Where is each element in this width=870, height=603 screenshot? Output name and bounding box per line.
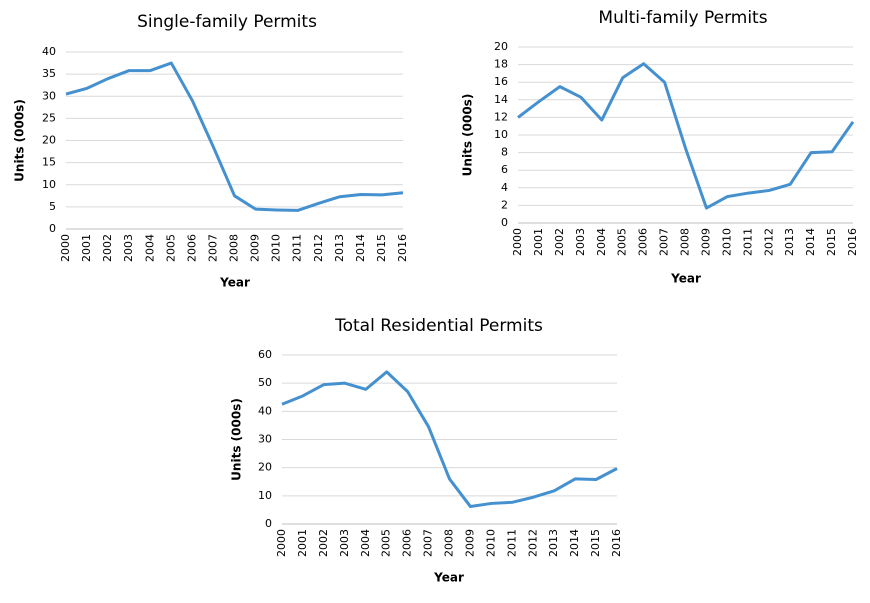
x-tick-label: 2012 <box>312 234 325 262</box>
x-tick-label: 2000 <box>59 234 72 262</box>
y-tick-label: 10 <box>42 178 56 191</box>
x-tick-label: 2011 <box>741 228 754 256</box>
x-tick-label: 2009 <box>463 529 476 557</box>
x-tick-label: 2002 <box>553 228 566 256</box>
y-tick-label: 15 <box>42 156 56 169</box>
x-tick-label: 2008 <box>679 228 692 256</box>
x-tick-label: 2013 <box>333 234 346 262</box>
y-tick-label: 30 <box>258 433 272 446</box>
chart-title: Single-family Permits <box>137 12 317 32</box>
x-tick-label: 2004 <box>143 234 156 262</box>
y-tick-label: 20 <box>258 461 272 474</box>
y-tick-label: 40 <box>258 404 272 417</box>
x-tick-label: 2014 <box>354 234 367 262</box>
y-tick-label: 30 <box>42 89 56 102</box>
x-axis-label: Year <box>670 272 701 286</box>
y-tick-label: 50 <box>258 376 272 389</box>
x-tick-label: 2010 <box>720 228 733 256</box>
x-tick-label: 2000 <box>275 529 288 557</box>
y-axis-label: Units (000s) <box>230 398 244 481</box>
x-tick-label: 2016 <box>396 234 409 262</box>
x-tick-label: 2007 <box>206 234 219 262</box>
x-tick-label: 2015 <box>589 529 602 557</box>
x-tick-label: 2014 <box>804 228 817 256</box>
x-tick-label: 2005 <box>380 529 393 557</box>
x-axis-label: Year <box>219 276 250 290</box>
y-tick-label: 10 <box>258 489 272 502</box>
x-tick-label: 2009 <box>249 234 262 262</box>
chart-title: Total Residential Permits <box>334 316 543 336</box>
y-tick-label: 5 <box>49 200 56 213</box>
x-tick-label: 2010 <box>270 234 283 262</box>
x-tick-label: 2006 <box>401 529 414 557</box>
x-tick-label: 2010 <box>484 529 497 557</box>
x-tick-label: 2006 <box>185 234 198 262</box>
chart: Multi-family Permits 0 2 4 6 8 10 12 14 16 18 20 200… <box>461 8 860 286</box>
y-tick-label: 18 <box>494 58 508 71</box>
x-tick-label: 2002 <box>101 234 114 262</box>
y-tick-label: 4 <box>501 181 508 194</box>
data-line <box>517 62 855 210</box>
x-tick-label: 2015 <box>825 228 838 256</box>
x-tick-label: 2011 <box>291 234 304 262</box>
y-tick-label: 20 <box>42 134 56 147</box>
x-tick-label: 2004 <box>595 228 608 256</box>
x-tick-label: 2012 <box>526 529 539 557</box>
x-tick-label: 2006 <box>637 228 650 256</box>
y-tick-label: 0 <box>265 517 272 530</box>
x-tick-label: 2001 <box>296 529 309 557</box>
chart: Single-family Permits 0 5 10 15 20 25 30 35 40 200… <box>13 12 410 290</box>
chart-title: Multi-family Permits <box>598 8 767 28</box>
y-tick-label: 12 <box>494 110 508 123</box>
x-tick-label: 2000 <box>511 228 524 256</box>
x-tick-label: 2004 <box>359 529 372 557</box>
data-line <box>281 370 618 509</box>
x-tick-label: 2008 <box>443 529 456 557</box>
y-axis-label: Units (000s) <box>13 99 27 182</box>
chart: Total Residential Permits 0 10 20 30 40 50 60 20… <box>230 316 624 585</box>
x-tick-label: 2003 <box>122 234 135 262</box>
x-tick-label: 2007 <box>422 529 435 557</box>
x-tick-label: 2003 <box>574 228 587 256</box>
y-tick-label: 6 <box>501 163 508 176</box>
x-tick-label: 2002 <box>317 529 330 557</box>
x-tick-label: 2001 <box>532 228 545 256</box>
x-tick-label: 2007 <box>658 228 671 256</box>
x-tick-label: 2009 <box>699 228 712 256</box>
x-tick-label: 2015 <box>375 234 388 262</box>
x-tick-label: 2013 <box>783 228 796 256</box>
y-tick-label: 14 <box>494 93 508 106</box>
y-tick-label: 2 <box>501 198 508 211</box>
x-tick-label: 2001 <box>80 234 93 262</box>
y-tick-label: 25 <box>42 111 56 124</box>
x-tick-label: 2003 <box>338 529 351 557</box>
y-tick-label: 20 <box>494 40 508 53</box>
x-tick-label: 2011 <box>505 529 518 557</box>
x-tick-label: 2012 <box>762 228 775 256</box>
y-tick-label: 10 <box>494 128 508 141</box>
x-tick-label: 2014 <box>568 529 581 557</box>
x-tick-label: 2005 <box>616 228 629 256</box>
x-tick-label: 2005 <box>164 234 177 262</box>
x-tick-label: 2013 <box>547 529 560 557</box>
x-tick-label: 2016 <box>610 529 623 557</box>
y-axis-label: Units (000s) <box>461 94 475 177</box>
y-tick-label: 40 <box>42 45 56 58</box>
y-tick-label: 0 <box>49 222 56 235</box>
x-tick-label: 2008 <box>228 234 241 262</box>
x-tick-label: 2016 <box>846 228 859 256</box>
y-tick-label: 60 <box>258 348 272 361</box>
y-tick-label: 8 <box>501 146 508 159</box>
y-tick-label: 35 <box>42 67 56 80</box>
y-tick-label: 16 <box>494 75 508 88</box>
x-axis-label: Year <box>433 571 464 585</box>
y-tick-label: 0 <box>501 216 508 229</box>
data-line <box>65 61 404 212</box>
